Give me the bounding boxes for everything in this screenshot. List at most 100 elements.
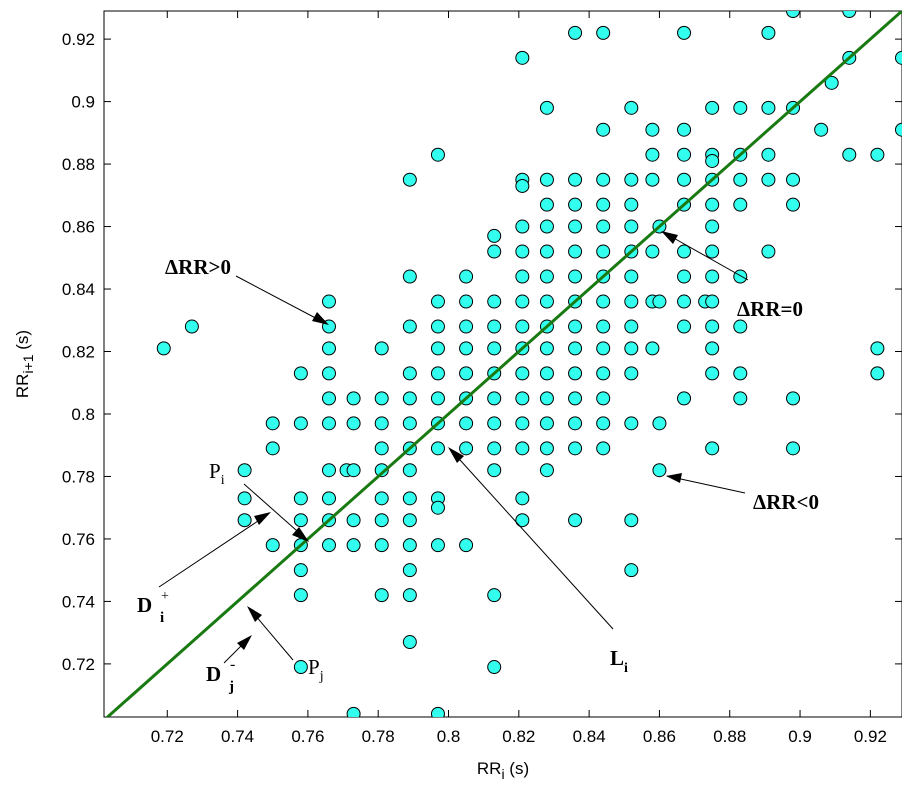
data-point — [515, 491, 530, 506]
data-point — [786, 11, 801, 18]
arrowhead-pi — [292, 527, 309, 542]
data-point — [515, 244, 530, 259]
data-point — [539, 391, 554, 406]
data-point — [487, 588, 502, 603]
arrowhead-dj-minus — [237, 635, 252, 650]
label-pj: Pj — [308, 655, 324, 684]
data-point — [346, 391, 361, 406]
data-point — [733, 391, 748, 406]
data-point — [824, 75, 839, 90]
label-dj-minus-sup: - — [230, 656, 235, 673]
label-dj-minus-sub: j — [228, 679, 234, 695]
data-point — [733, 319, 748, 334]
data-point — [624, 269, 639, 284]
data-point — [733, 366, 748, 381]
data-point — [624, 219, 639, 234]
data-point — [374, 513, 389, 528]
data-point — [705, 100, 720, 115]
data-point — [515, 178, 530, 193]
y-tick-label: 0.78 — [62, 467, 95, 486]
data-point — [568, 366, 583, 381]
data-point — [568, 341, 583, 356]
y-tick-label: 0.86 — [62, 218, 95, 237]
data-point — [645, 341, 660, 356]
data-point — [402, 366, 417, 381]
data-point — [539, 197, 554, 212]
label-pi: Pi — [209, 459, 225, 488]
data-point — [487, 463, 502, 478]
data-point — [870, 366, 885, 381]
data-point — [596, 197, 611, 212]
data-point — [321, 366, 336, 381]
data-point — [515, 319, 530, 334]
label-dj-minus: D — [206, 662, 221, 686]
data-point — [430, 391, 445, 406]
data-point — [568, 25, 583, 40]
data-point — [705, 244, 720, 259]
identity-line — [105, 11, 902, 717]
data-point — [539, 219, 554, 234]
data-point — [645, 244, 660, 259]
y-tick-label: 0.92 — [62, 30, 95, 49]
data-point — [430, 341, 445, 356]
arrow-drr-zero — [662, 231, 749, 281]
data-point — [705, 269, 720, 284]
data-point — [568, 441, 583, 456]
axis-ticks: 0.72 0.74 0.76 0.78 0.8 0.82 0.84 0.86 0.88 0.9 0.… — [62, 11, 902, 746]
data-point — [430, 538, 445, 553]
y-tick-label: 0.84 — [62, 280, 95, 299]
data-point — [539, 269, 554, 284]
data-point — [539, 100, 554, 115]
data-point — [293, 588, 308, 603]
data-point — [624, 341, 639, 356]
data-point — [596, 244, 611, 259]
data-point — [402, 269, 417, 284]
data-point — [705, 219, 720, 234]
data-point — [293, 491, 308, 506]
data-point — [374, 391, 389, 406]
data-point — [237, 463, 252, 478]
data-point — [677, 319, 692, 334]
data-point — [184, 319, 199, 334]
data-point — [624, 563, 639, 578]
data-point — [705, 197, 720, 212]
data-point — [487, 244, 502, 259]
data-point — [459, 319, 474, 334]
data-point — [705, 294, 720, 309]
data-point — [374, 341, 389, 356]
data-point — [156, 341, 171, 356]
label-drr-neg: ΔRR<0 — [753, 490, 819, 514]
data-point — [374, 416, 389, 431]
data-point — [321, 294, 336, 309]
data-point — [374, 441, 389, 456]
data-point — [430, 441, 445, 456]
data-point — [515, 391, 530, 406]
data-point — [487, 294, 502, 309]
data-point — [402, 463, 417, 478]
data-point — [568, 269, 583, 284]
data-point — [430, 319, 445, 334]
label-di-plus-sup: + — [161, 589, 169, 604]
data-point — [596, 441, 611, 456]
data-point — [705, 441, 720, 456]
data-point — [568, 197, 583, 212]
data-point — [487, 660, 502, 675]
label-li: Li — [610, 646, 628, 676]
label-di-plus-sub: i — [160, 610, 164, 626]
data-point — [402, 513, 417, 528]
data-point — [624, 197, 639, 212]
data-point — [346, 538, 361, 553]
data-point — [895, 122, 902, 137]
data-point — [321, 491, 336, 506]
x-axis-title: RRi (s) — [477, 759, 529, 782]
data-point — [487, 341, 502, 356]
data-point — [459, 538, 474, 553]
data-point — [624, 416, 639, 431]
data-point — [539, 463, 554, 478]
x-tick-label: 0.8 — [437, 727, 461, 746]
y-tick-label: 0.9 — [71, 93, 95, 112]
data-point — [487, 416, 502, 431]
data-point — [814, 122, 829, 137]
data-point — [652, 294, 667, 309]
